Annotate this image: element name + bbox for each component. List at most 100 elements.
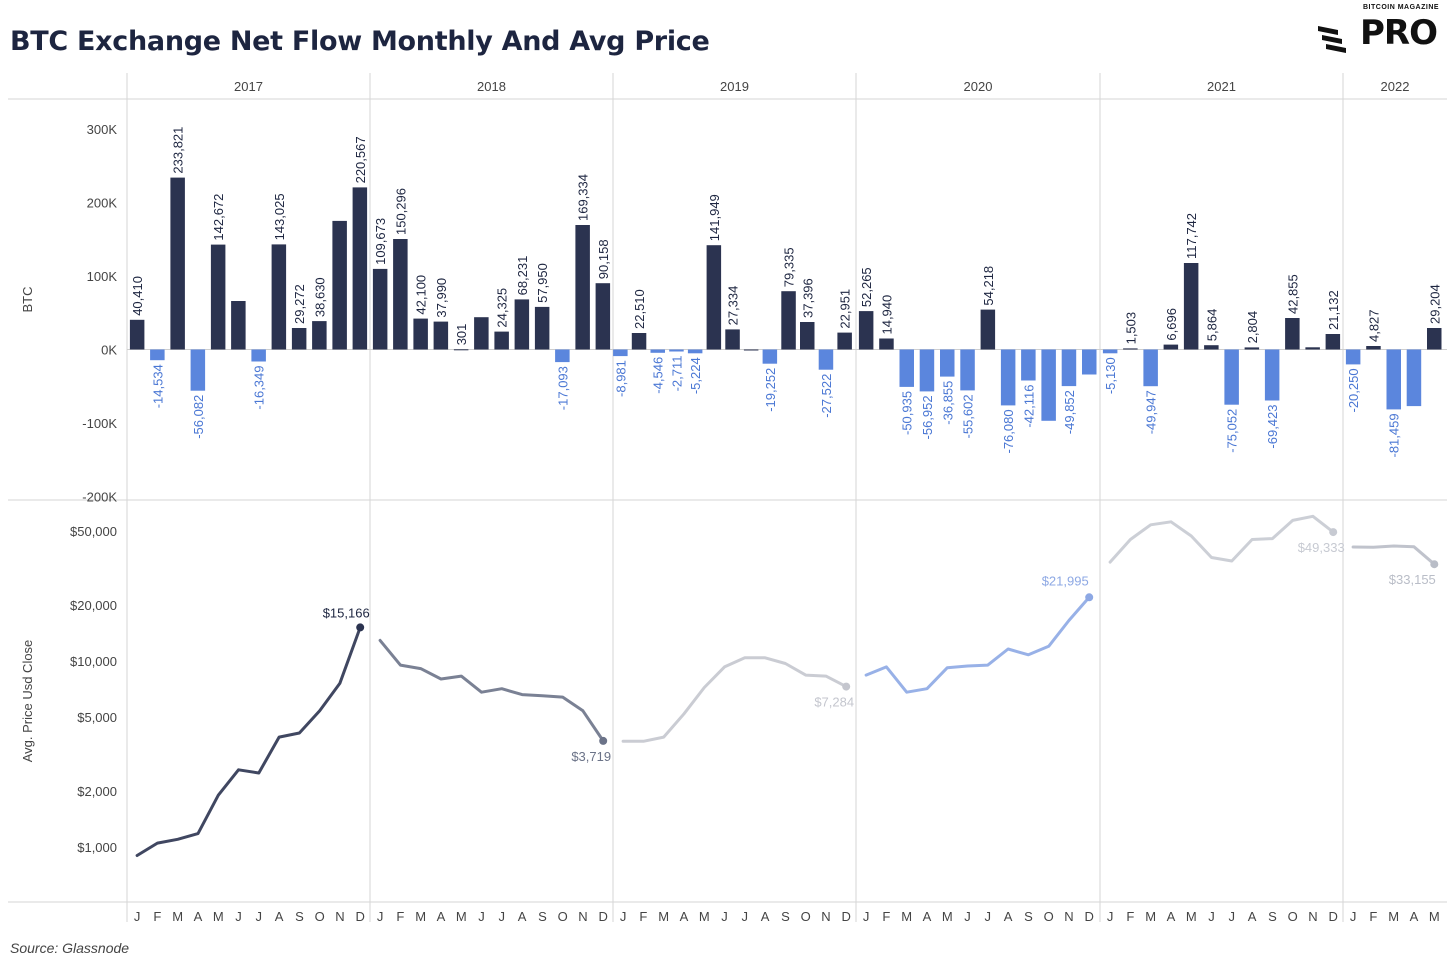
month-tick-label: M (901, 909, 912, 924)
bar-data-label: 4,827 (1366, 309, 1381, 342)
bar (1366, 346, 1381, 350)
bar-data-label: 42,100 (414, 275, 429, 315)
bar (1244, 347, 1260, 350)
bar (494, 331, 509, 350)
month-tick-label: S (538, 909, 547, 924)
bar-data-label: 24,325 (495, 288, 510, 328)
bar-data-label: -76,080 (1001, 409, 1016, 453)
month-tick-label: N (1308, 909, 1317, 924)
bar (818, 349, 834, 370)
bar (190, 349, 206, 391)
logo-stripes-icon (1318, 26, 1346, 53)
bar-data-label: 14,940 (879, 295, 894, 335)
month-tick-label: J (620, 909, 627, 924)
month-tick-label: A (1410, 909, 1419, 924)
bar-data-label: 79,335 (782, 247, 797, 287)
source-note: Source: Glassnode (10, 940, 130, 956)
bar (129, 319, 145, 350)
month-tick-label: F (1369, 909, 1377, 924)
price-end-point (599, 736, 608, 745)
bar-data-label: 169,334 (576, 174, 591, 221)
bar (555, 349, 570, 363)
bar-data-label: 52,265 (859, 267, 874, 307)
bar-data-label: 22,951 (838, 289, 853, 329)
bar-data-label: -2,711 (669, 356, 684, 392)
month-tick-label: M (1145, 909, 1156, 924)
bar (231, 301, 246, 350)
month-tick-label: D (599, 909, 608, 924)
month-tick-label: M (415, 909, 426, 924)
bar-data-label: 233,821 (171, 127, 186, 174)
bar-data-label: -49,852 (1062, 390, 1077, 434)
month-tick-label: A (761, 909, 770, 924)
bar-data-label: 5,864 (1204, 309, 1219, 342)
bar-data-label: -42,116 (1021, 385, 1036, 428)
bar (575, 225, 590, 350)
bar (1163, 344, 1179, 350)
bar (150, 349, 165, 361)
price-end-label: $21,995 (1042, 573, 1089, 588)
bar (514, 299, 530, 350)
month-tick-label: F (882, 909, 890, 924)
bar-data-label: 90,158 (596, 239, 611, 279)
price-end-label: $49,333 (1298, 540, 1345, 555)
bar (413, 318, 428, 350)
bar (858, 311, 874, 350)
month-tick-label: O (558, 909, 568, 924)
bar-data-label: -8,981 (613, 360, 628, 397)
bar (352, 187, 368, 350)
month-tick-label: O (1288, 909, 1298, 924)
bar (1000, 349, 1016, 406)
month-tick-label: A (923, 909, 932, 924)
month-tick-label: A (1004, 909, 1013, 924)
month-tick-label: F (639, 909, 647, 924)
year-header: 2021 (1207, 79, 1236, 94)
bar (837, 332, 852, 350)
y-axis-title: BTC (20, 287, 35, 313)
month-tick-label: S (781, 909, 790, 924)
bar (1204, 345, 1219, 350)
month-tick-label: J (985, 909, 992, 924)
price-line (378, 638, 605, 743)
month-tick-label: D (1329, 909, 1338, 924)
month-tick-label: J (863, 909, 870, 924)
bar (1224, 349, 1239, 405)
bar-data-label: -5,224 (688, 357, 703, 394)
bar (1041, 349, 1056, 421)
bar-data-label: -75,052 (1225, 409, 1240, 453)
price-line (864, 595, 1091, 694)
price-end-point (1085, 593, 1094, 602)
bar (919, 349, 935, 392)
bar (781, 291, 796, 350)
y-tick-label: 100K (87, 269, 118, 284)
logo-brand-text: BITCOIN MAGAZINE (1363, 4, 1440, 11)
month-tick-label: D (356, 909, 365, 924)
bar-data-label: 21,132 (1326, 290, 1341, 330)
bar (1123, 348, 1138, 350)
bar (595, 283, 611, 350)
bar (271, 244, 287, 350)
month-tick-label: J (256, 909, 263, 924)
bar (1082, 349, 1097, 375)
bar-data-label: 22,510 (632, 289, 647, 329)
price-line (1351, 544, 1436, 566)
month-tick-label: J (964, 909, 971, 924)
bitcoin-magazine-pro-logo: BITCOIN MAGAZINE PRO (1318, 4, 1448, 60)
bar (762, 349, 778, 364)
bar-data-label: 109,673 (373, 218, 388, 265)
month-tick-label: S (1024, 909, 1033, 924)
bar (433, 321, 449, 350)
month-tick-label: F (396, 909, 404, 924)
bar-data-label: 150,296 (393, 188, 408, 235)
bar-data-label: -20,250 (1346, 368, 1361, 412)
bar (879, 338, 894, 350)
bar-data-label: -56,082 (191, 395, 206, 439)
y-tick-label: $50,000 (70, 524, 117, 539)
y-tick-label: -100K (82, 416, 117, 431)
month-tick-label: A (1248, 909, 1257, 924)
month-tick-label: O (315, 909, 325, 924)
bar-data-label: 40,410 (130, 276, 145, 316)
bar-data-label: 54,218 (981, 266, 996, 306)
y-tick-label: $5,000 (77, 710, 117, 725)
bar (613, 349, 628, 357)
